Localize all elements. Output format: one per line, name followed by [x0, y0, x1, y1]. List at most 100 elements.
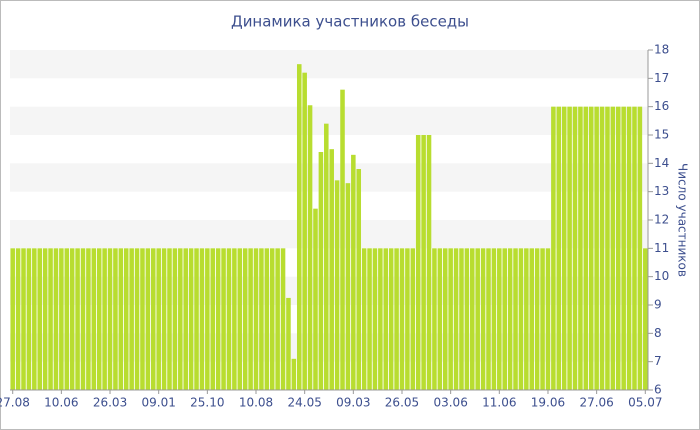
bar [275, 248, 280, 390]
bar [107, 248, 113, 390]
bar [567, 106, 572, 391]
bar [32, 248, 37, 390]
bar [524, 248, 529, 390]
bar [334, 180, 340, 390]
bar [161, 248, 167, 390]
bar [610, 106, 616, 391]
chart-title: Динамика участников беседы [231, 13, 469, 31]
bar [529, 248, 535, 390]
bar [307, 105, 313, 390]
bar [172, 248, 178, 390]
bar [632, 106, 637, 391]
x-tick-label: 27.06 [579, 396, 613, 410]
y-tick-label: 8 [654, 326, 662, 340]
x-tick-label: 26.05 [385, 396, 419, 410]
bar [26, 248, 32, 390]
bar [405, 248, 410, 390]
y-tick-label: 16 [654, 99, 669, 113]
y-tick-label: 17 [654, 71, 669, 85]
x-tick-label: 09.01 [142, 396, 176, 410]
y-tick-label: 14 [654, 156, 669, 170]
x-tick-label: 03.06 [433, 396, 467, 410]
bar [480, 248, 486, 390]
bar [421, 135, 426, 390]
bar [518, 248, 524, 390]
bar [253, 248, 259, 390]
bar [594, 106, 599, 391]
bar [242, 248, 248, 390]
bar [605, 106, 610, 391]
bar [221, 248, 226, 390]
x-tick-label: 26.03 [93, 396, 127, 410]
bar [426, 135, 432, 390]
y-tick-label: 15 [654, 128, 669, 142]
grid-band [10, 106, 648, 135]
bar [540, 248, 545, 390]
bar [556, 106, 562, 391]
bar [534, 248, 540, 390]
bar [53, 248, 59, 390]
bar [134, 248, 140, 390]
bar [123, 248, 129, 390]
bar [178, 248, 183, 390]
bar [313, 208, 318, 390]
bar [96, 248, 102, 390]
bar [183, 248, 188, 390]
bar [80, 248, 86, 390]
bar [210, 248, 216, 390]
bar [324, 123, 329, 391]
bar [113, 248, 118, 390]
y-tick-label: 7 [654, 354, 662, 368]
bar [145, 248, 151, 390]
x-tick-label: 11.06 [482, 396, 516, 410]
grid-band [10, 220, 648, 249]
bar [215, 248, 221, 390]
y-tick-label: 12 [654, 213, 669, 227]
x-tick-label: 10.06 [44, 396, 78, 410]
bar [367, 248, 372, 390]
bar [259, 248, 264, 390]
bar [626, 106, 632, 391]
bar [561, 106, 567, 391]
bar [318, 152, 324, 390]
bar [388, 248, 394, 390]
bar [448, 248, 453, 390]
bar [75, 248, 80, 390]
y-tick-label: 18 [654, 43, 669, 57]
grid-band [10, 163, 648, 192]
bar [545, 248, 551, 390]
y-tick-label: 13 [654, 184, 669, 198]
bar [637, 106, 643, 391]
bar [188, 248, 194, 390]
bar [199, 248, 205, 390]
bar [156, 248, 161, 390]
y-axis-label: Число участников [676, 163, 690, 277]
bar [269, 248, 275, 390]
x-tick-label: 09.03 [336, 396, 370, 410]
bar [356, 169, 362, 390]
bar [59, 248, 64, 390]
bar [399, 248, 405, 390]
bar [48, 248, 53, 390]
bar [91, 248, 97, 390]
bar [497, 248, 502, 390]
bar [432, 248, 437, 390]
bar [102, 248, 107, 390]
bar [118, 248, 124, 390]
bar [410, 248, 416, 390]
grid-band [10, 50, 648, 79]
bar [248, 248, 253, 390]
bar [296, 64, 302, 391]
x-tick-label: 24.05 [287, 396, 321, 410]
bar [453, 248, 459, 390]
bar [302, 72, 307, 391]
bar [345, 183, 351, 390]
bar [329, 149, 334, 390]
x-tick-label: 10.08 [239, 396, 273, 410]
x-tick-label: 27.08 [0, 396, 30, 410]
bar [351, 154, 356, 390]
bar [475, 248, 480, 390]
y-tick-label: 10 [654, 269, 669, 283]
bar [599, 106, 605, 391]
